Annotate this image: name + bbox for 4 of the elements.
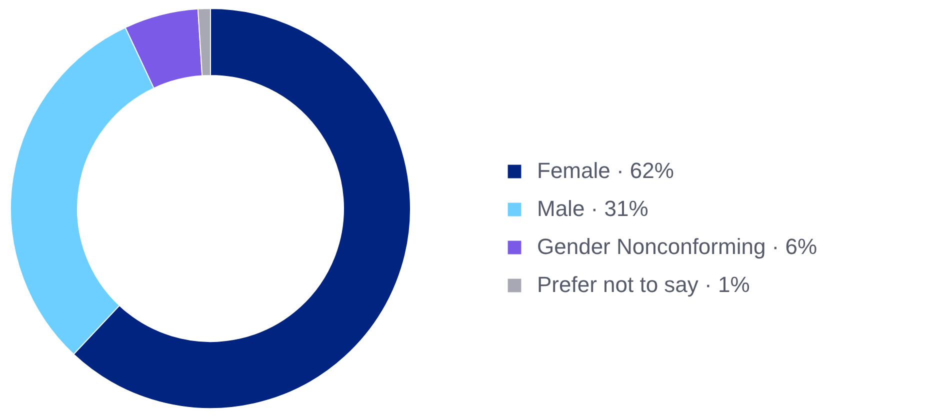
legend-label: Male · 31%: [537, 196, 648, 222]
legend-label: Female · 62%: [537, 158, 674, 184]
legend-label: Prefer not to say · 1%: [537, 272, 750, 298]
legend-label: Gender Nonconforming · 6%: [537, 234, 818, 260]
